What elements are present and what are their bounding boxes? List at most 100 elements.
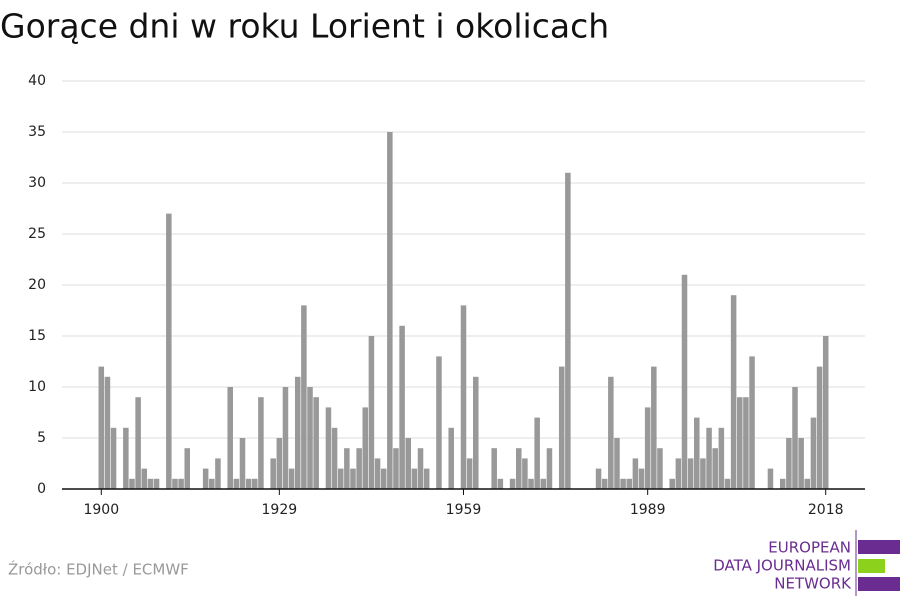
x-tick-label: 1929	[262, 502, 298, 518]
bar	[233, 478, 240, 489]
logo-text: EUROPEAN	[768, 539, 851, 557]
y-tick-label: 15	[28, 328, 46, 344]
bar	[595, 468, 602, 489]
bar	[270, 458, 276, 489]
bar	[380, 468, 387, 489]
bar	[601, 478, 608, 489]
bar	[252, 478, 258, 489]
bar	[706, 427, 712, 489]
bar	[344, 448, 350, 489]
bar	[558, 366, 565, 489]
bar	[540, 478, 547, 489]
bar	[374, 458, 381, 489]
bar	[110, 427, 117, 489]
x-tick-label: 2018	[808, 502, 844, 518]
y-tick-label: 5	[37, 430, 46, 446]
bar	[651, 366, 657, 489]
bar	[307, 387, 313, 489]
bar	[669, 478, 675, 489]
bar	[466, 458, 473, 489]
bar	[405, 438, 412, 489]
bar	[258, 397, 264, 489]
bar	[798, 438, 804, 489]
bar	[620, 478, 626, 489]
bar	[509, 478, 516, 489]
bar	[767, 468, 774, 489]
bar	[276, 438, 283, 489]
bar	[565, 172, 571, 490]
bar	[534, 417, 540, 489]
bar	[816, 366, 823, 489]
bar	[178, 478, 184, 489]
bar	[608, 376, 614, 489]
bar	[245, 478, 252, 489]
x-tick-label: 1900	[83, 502, 119, 518]
bar	[497, 478, 504, 489]
bar	[712, 448, 718, 489]
bar	[694, 417, 700, 489]
bar	[350, 468, 356, 489]
y-tick-label: 0	[37, 481, 46, 497]
bar	[804, 478, 811, 489]
chart-title: Gorące dni w roku Lorient i okolicach	[0, 7, 609, 46]
y-tick-label: 20	[28, 277, 46, 293]
bar	[810, 417, 817, 489]
bar	[779, 478, 786, 489]
bar	[123, 427, 129, 489]
bar	[135, 397, 141, 489]
x-tick-label: 1959	[446, 502, 482, 518]
bar	[202, 468, 209, 489]
bar	[294, 376, 301, 489]
bar	[215, 458, 221, 489]
bar	[515, 448, 522, 489]
bar	[626, 478, 633, 489]
bar	[473, 376, 479, 489]
bar	[749, 356, 755, 489]
logo-text: NETWORK	[774, 575, 852, 593]
bar	[141, 468, 148, 489]
bar	[792, 387, 798, 489]
bar	[718, 427, 725, 489]
bar	[448, 427, 454, 489]
bar	[325, 407, 332, 489]
bar	[411, 468, 418, 489]
logo-bar	[858, 559, 885, 573]
bar	[638, 468, 645, 489]
bar	[282, 387, 289, 489]
bar	[528, 478, 534, 489]
bar	[337, 468, 344, 489]
bar	[129, 478, 135, 489]
bar	[546, 448, 553, 489]
bar	[657, 448, 663, 489]
bar	[301, 305, 307, 489]
bar	[822, 336, 829, 489]
bar	[736, 397, 743, 489]
logo-bar	[858, 577, 900, 591]
bar	[393, 448, 399, 489]
bar	[730, 295, 737, 489]
bar	[399, 325, 405, 489]
bar	[184, 448, 191, 489]
bar	[172, 478, 178, 489]
bar	[681, 274, 688, 489]
bar	[614, 438, 620, 489]
x-tick-label: 1989	[630, 502, 666, 518]
bar	[675, 458, 682, 489]
bar	[387, 132, 393, 489]
y-tick-label: 30	[28, 175, 46, 191]
bar	[239, 438, 246, 489]
bar	[147, 478, 154, 489]
bar	[522, 458, 528, 489]
bar	[417, 448, 424, 489]
bar	[166, 213, 172, 489]
bar	[104, 376, 111, 489]
bar	[491, 448, 497, 489]
bar	[436, 356, 442, 489]
bar	[786, 438, 792, 489]
bar	[700, 458, 706, 489]
bar	[644, 407, 651, 489]
bar	[288, 468, 295, 489]
bar	[153, 478, 160, 489]
bar	[98, 366, 105, 489]
